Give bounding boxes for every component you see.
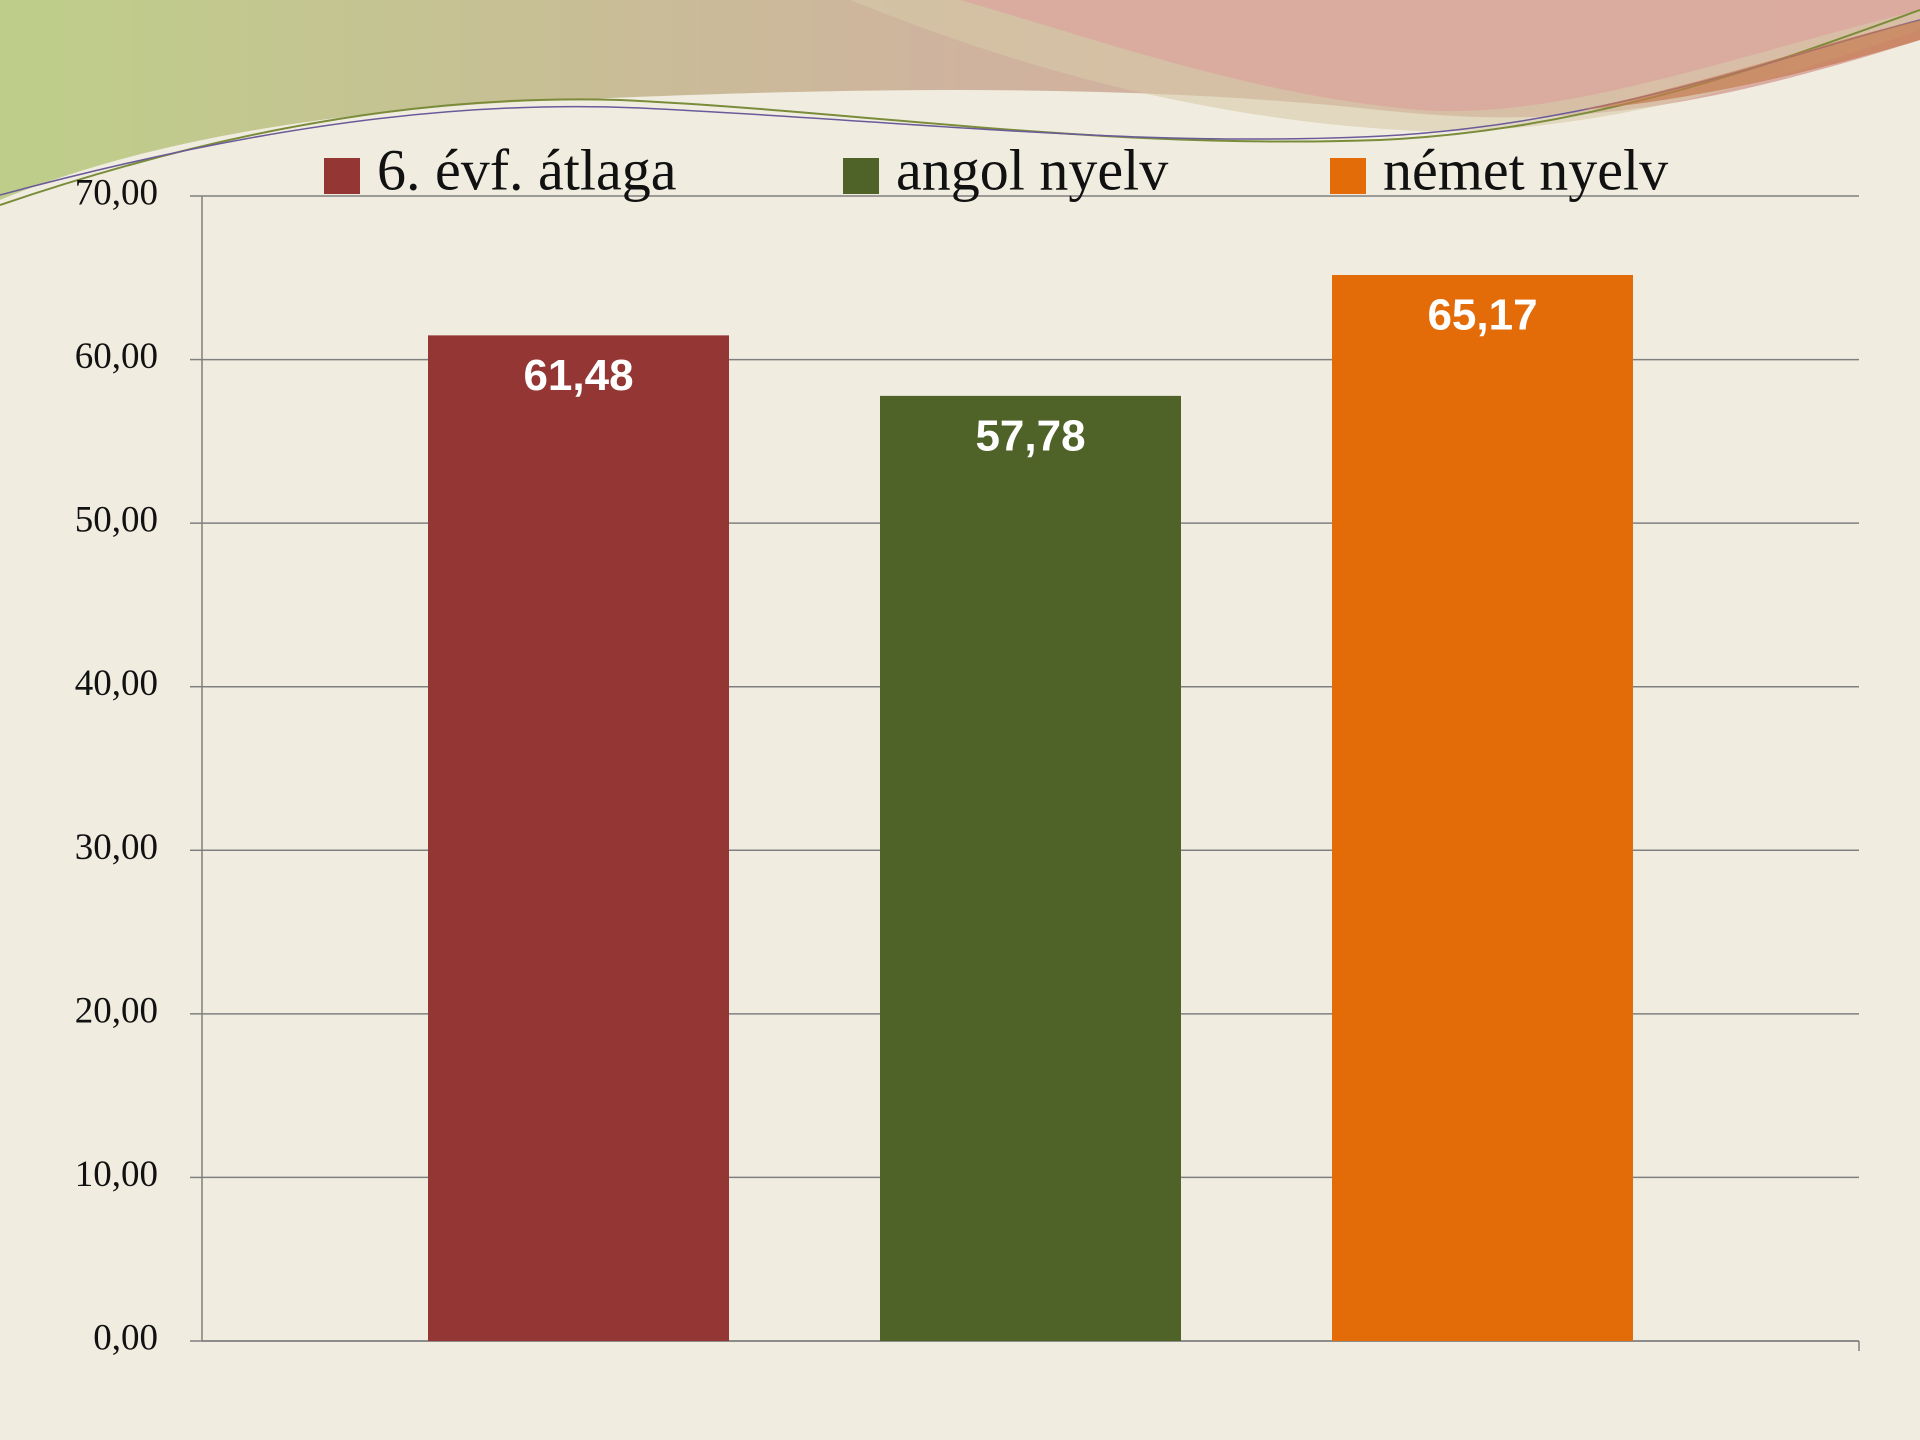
y-tick-label: 0,00 [93, 1317, 158, 1358]
y-tick-label: 70,00 [75, 172, 158, 213]
legend-label: 6. évf. átlaga [377, 137, 677, 202]
legend-swatch [843, 158, 879, 194]
chart: 0,00 10,00 20,00 30,00 40,00 50,00 60,00 70,00 6… [0, 0, 1920, 1440]
legend-swatch [1330, 158, 1366, 194]
legend-swatch [324, 158, 360, 194]
legend-label: angol nyelv [896, 137, 1168, 202]
page: 0,00 10,00 20,00 30,00 40,00 50,00 60,00 70,00 6… [0, 0, 1920, 1440]
bar [1332, 275, 1633, 1341]
value-label: 65,17 [1427, 291, 1537, 340]
y-tick-label: 60,00 [75, 336, 158, 377]
bar [880, 396, 1181, 1341]
y-tick-label: 10,00 [75, 1154, 158, 1195]
y-tick-label: 50,00 [75, 500, 158, 541]
value-label: 61,48 [523, 351, 633, 400]
plot-area: 0,00 10,00 20,00 30,00 40,00 50,00 60,00 70,00 6… [75, 172, 1859, 1358]
legend: 6. évf. átlaga angol nyelv német nyelv [324, 137, 1668, 202]
y-tick-label: 20,00 [75, 990, 158, 1031]
y-tick-label: 30,00 [75, 827, 158, 868]
legend-label: német nyelv [1383, 137, 1668, 202]
y-tick-label: 40,00 [75, 663, 158, 704]
bar [428, 335, 729, 1341]
value-label: 57,78 [975, 412, 1085, 461]
